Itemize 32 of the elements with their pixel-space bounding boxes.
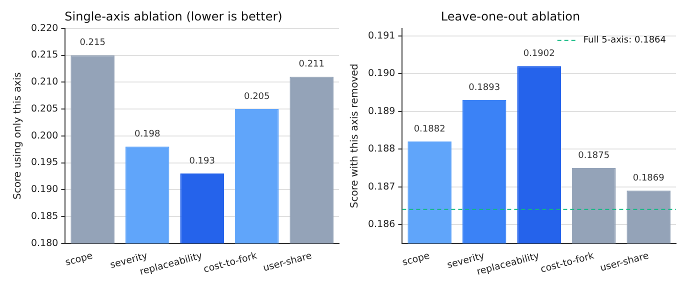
chart-title: Leave-one-out ablation — [440, 9, 580, 24]
y-tick-label: 0.188 — [368, 144, 396, 155]
y-tick-label: 0.210 — [30, 76, 58, 88]
legend-label: Full 5-axis: 0.1864 — [583, 36, 666, 46]
data-label: 0.205 — [244, 92, 270, 102]
y-tick-label: 0.187 — [368, 181, 396, 192]
y-tick-label: 0.191 — [368, 30, 396, 42]
data-label: 0.198 — [134, 129, 160, 140]
data-label: 0.193 — [189, 156, 215, 166]
y-tick-label: 0.215 — [30, 50, 58, 61]
y-axis-title: Score using only this axis — [12, 72, 24, 200]
data-label: 0.211 — [298, 60, 324, 70]
data-label: 0.1869 — [632, 173, 665, 184]
data-label: 0.1893 — [468, 82, 500, 93]
y-tick-label: 0.200 — [30, 130, 58, 142]
y-tick-label: 0.190 — [368, 68, 396, 80]
y-tick-label: 0.180 — [30, 238, 58, 249]
data-label: 0.1875 — [578, 150, 610, 161]
x-tick-label: scope — [401, 250, 432, 268]
data-label: 0.1902 — [523, 48, 555, 59]
data-label: 0.215 — [80, 38, 106, 48]
y-tick-label: 0.189 — [368, 106, 396, 117]
y-tick-label: 0.185 — [30, 210, 58, 222]
data-label: 0.1882 — [414, 124, 446, 134]
y-axis-title: Score with this axis removed — [350, 64, 361, 208]
y-tick-label: 0.220 — [30, 22, 58, 34]
y-tick-label: 0.195 — [30, 157, 58, 168]
y-tick-label: 0.190 — [30, 184, 58, 196]
chart-title: Single-axis ablation (lower is better) — [64, 9, 282, 24]
x-tick-label: scope — [64, 250, 94, 268]
y-tick-label: 0.186 — [368, 218, 396, 230]
y-tick-label: 0.205 — [30, 103, 58, 114]
